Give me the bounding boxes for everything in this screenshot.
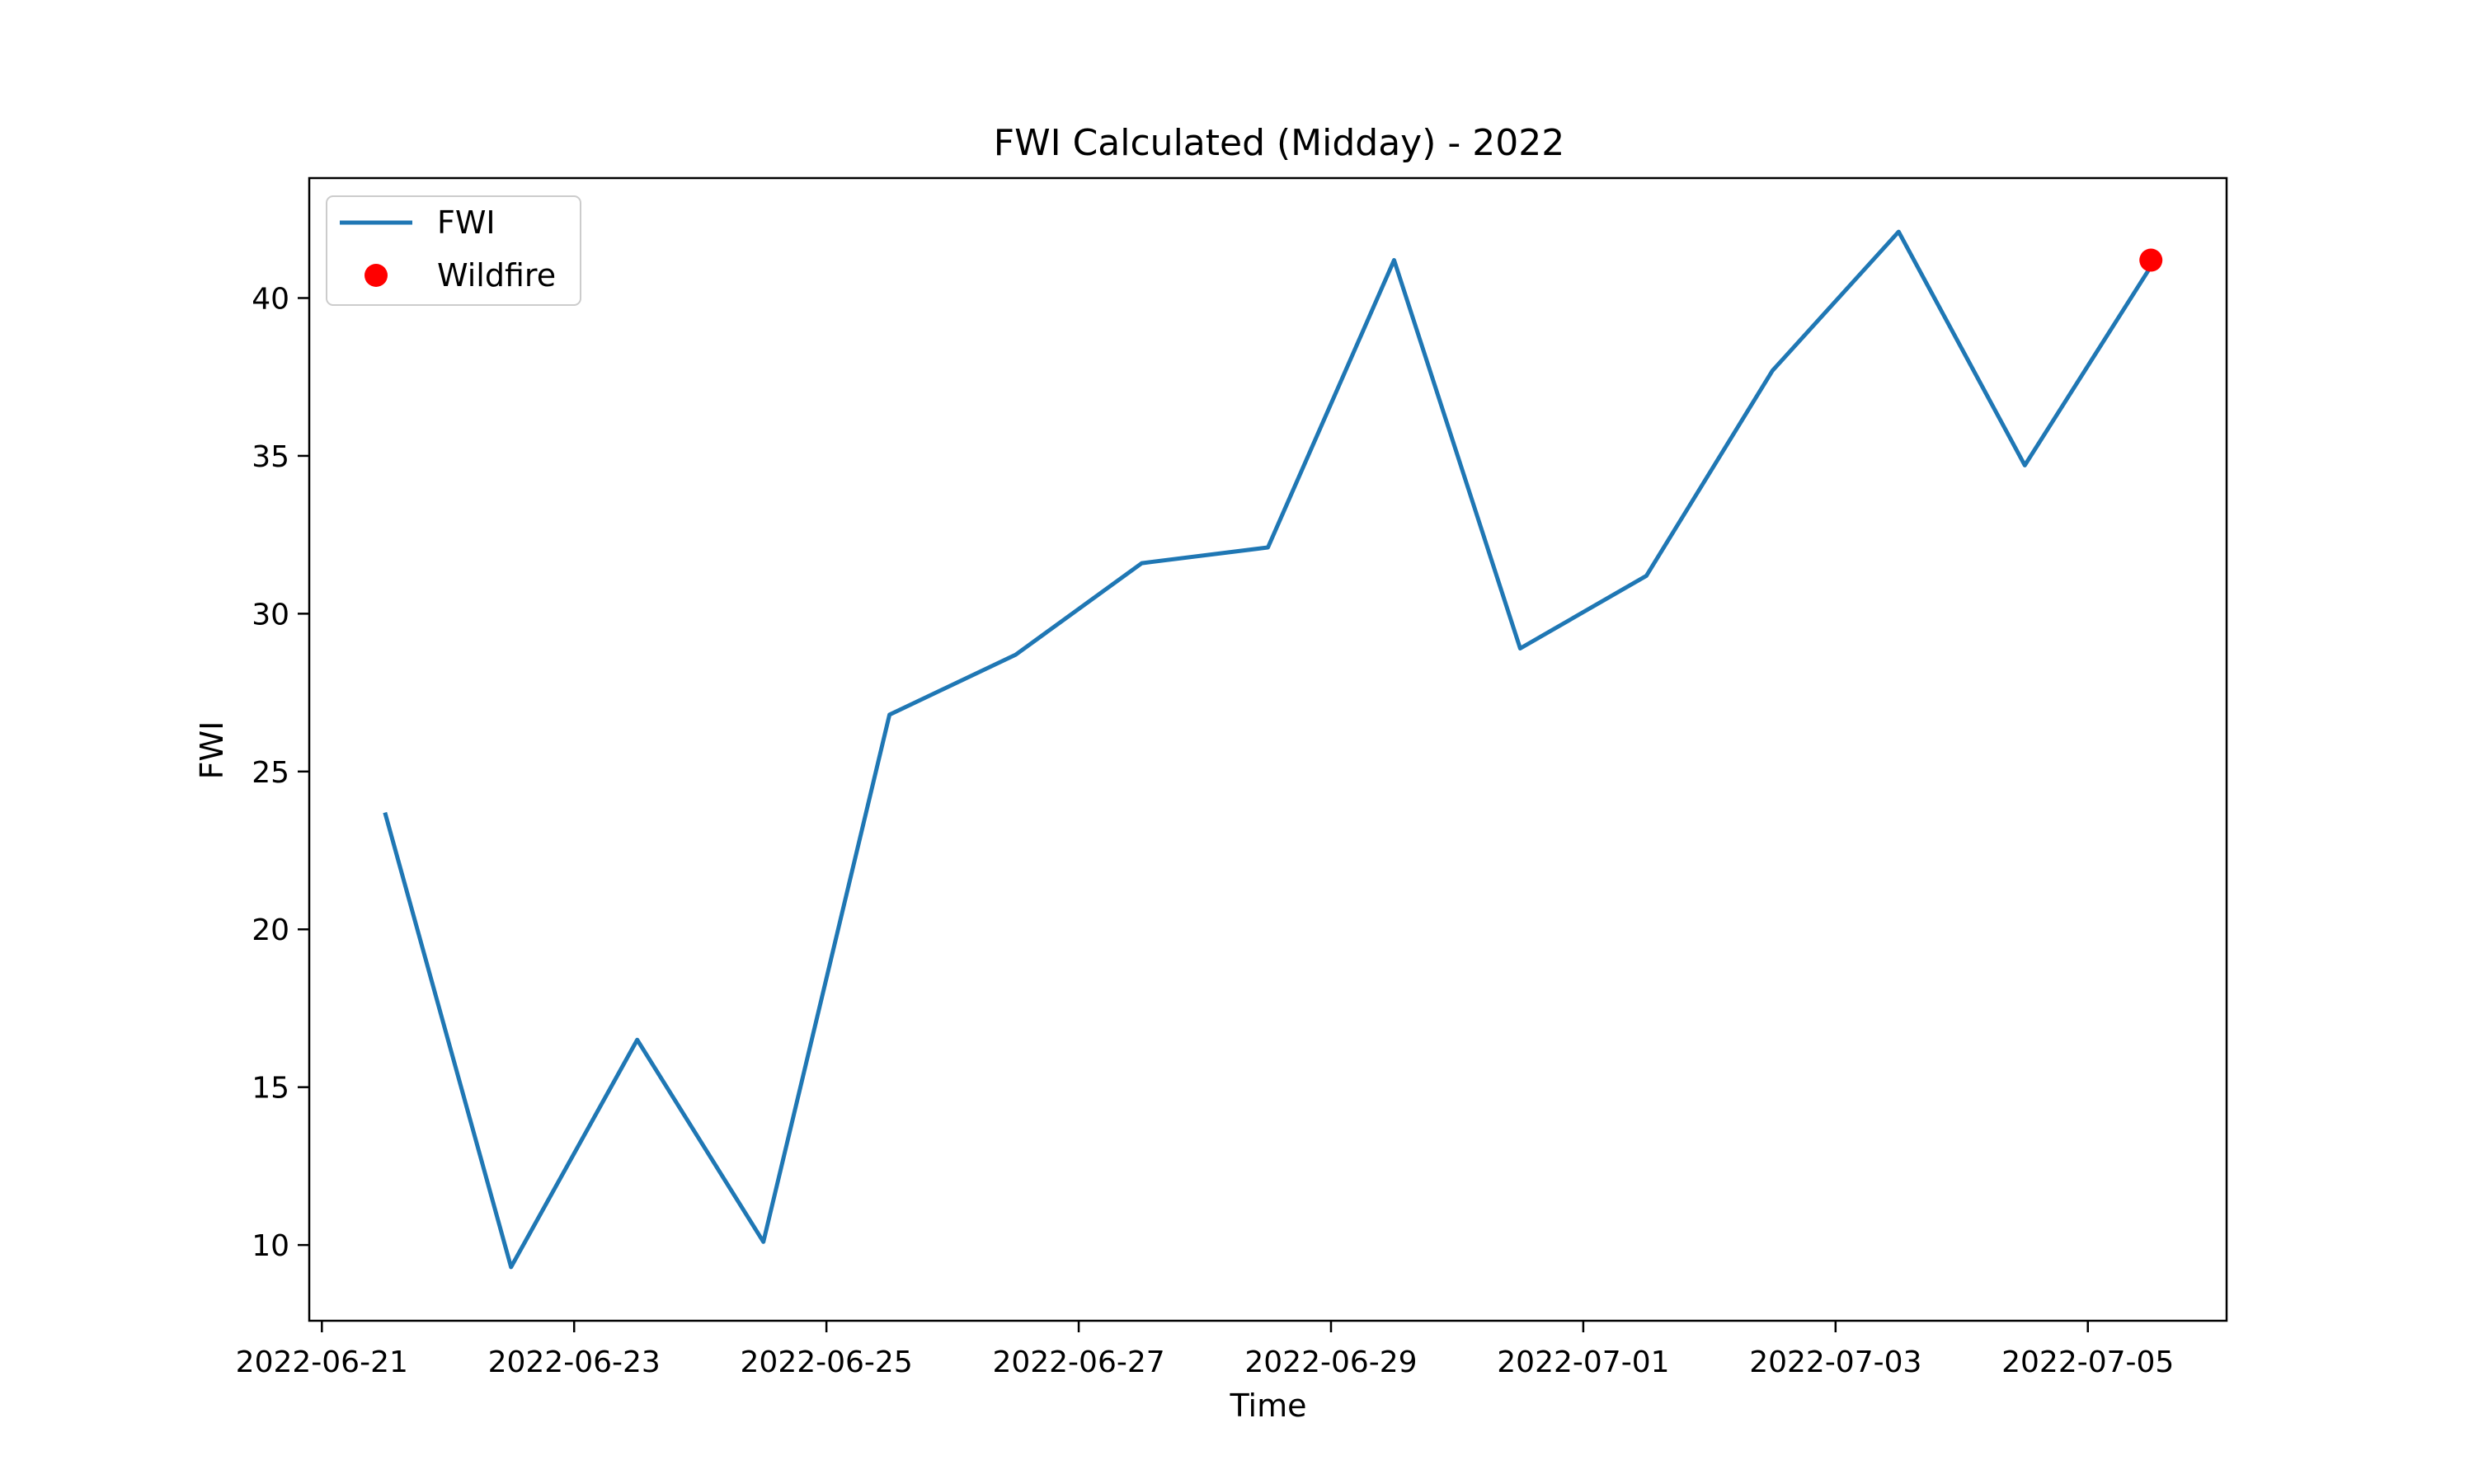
plot-area: 10 15 20 25 30 35 40 2022-06-21 2022-06-23 2022-0… bbox=[236, 229, 2174, 1379]
x-tick-label: 2022-06-29 bbox=[1244, 1345, 1417, 1379]
chart-title: FWI Calculated (Midday) - 2022 bbox=[994, 122, 1564, 164]
legend: FWI Wildfire bbox=[326, 195, 581, 306]
x-tick-label: 2022-06-27 bbox=[992, 1345, 1164, 1379]
x-tick-label: 2022-07-03 bbox=[1749, 1345, 1921, 1379]
y-tick-label: 40 bbox=[252, 282, 289, 316]
y-tick-label: 35 bbox=[252, 440, 289, 474]
x-tick-label: 2022-06-21 bbox=[236, 1345, 408, 1379]
y-tick-label: 30 bbox=[252, 598, 289, 632]
y-axis-label: FWI bbox=[194, 721, 230, 780]
x-tick-label: 2022-07-01 bbox=[1497, 1345, 1669, 1379]
wildfire-marker bbox=[2139, 248, 2163, 272]
y-tick-label: 10 bbox=[252, 1229, 289, 1263]
y-tick-label: 25 bbox=[252, 756, 289, 790]
y-tick-label: 20 bbox=[252, 913, 289, 947]
y-tick-label: 15 bbox=[252, 1072, 289, 1106]
legend-wildfire-swatch bbox=[365, 264, 388, 287]
legend-fwi-label: FWI bbox=[437, 204, 496, 241]
x-tick-label: 2022-06-23 bbox=[488, 1345, 661, 1379]
legend-wildfire-label: Wildfire bbox=[437, 257, 556, 294]
x-axis-label: Time bbox=[1230, 1388, 1307, 1424]
series-line-fwi bbox=[383, 229, 2153, 1270]
x-tick-label: 2022-06-25 bbox=[741, 1345, 913, 1379]
plot-frame bbox=[308, 176, 2228, 1322]
x-tick-label: 2022-07-05 bbox=[2001, 1345, 2174, 1379]
